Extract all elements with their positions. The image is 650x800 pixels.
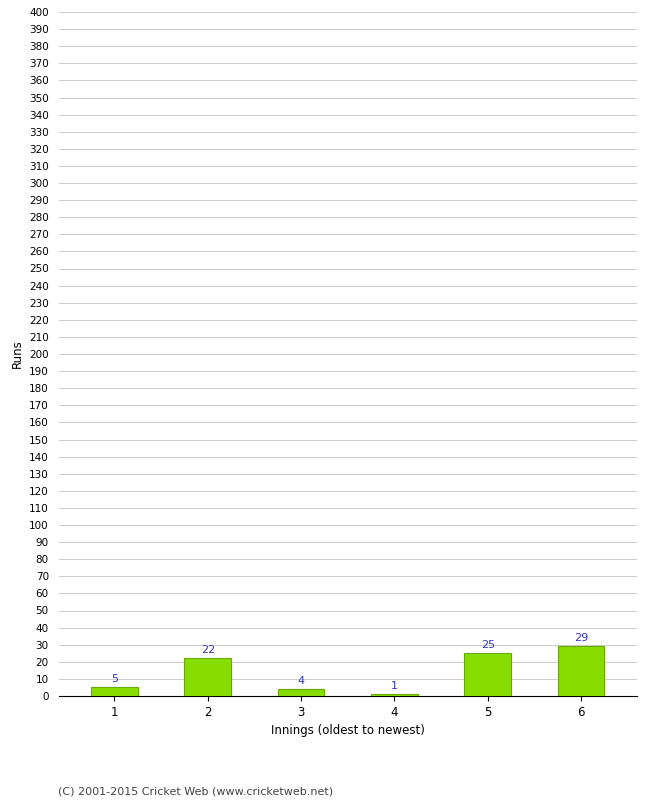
Bar <box>185 658 231 696</box>
Y-axis label: Runs: Runs <box>10 340 23 368</box>
Text: 5: 5 <box>111 674 118 684</box>
Text: (C) 2001-2015 Cricket Web (www.cricketweb.net): (C) 2001-2015 Cricket Web (www.cricketwe… <box>58 786 333 796</box>
X-axis label: Innings (oldest to newest): Innings (oldest to newest) <box>271 724 424 738</box>
Bar <box>558 646 605 696</box>
Bar <box>91 687 138 696</box>
Text: 25: 25 <box>480 640 495 650</box>
Text: 1: 1 <box>391 681 398 691</box>
Text: 22: 22 <box>201 645 215 655</box>
Bar <box>278 689 324 696</box>
Bar <box>464 654 511 696</box>
Bar <box>371 694 418 696</box>
Text: 29: 29 <box>574 633 588 643</box>
Text: 4: 4 <box>298 676 305 686</box>
